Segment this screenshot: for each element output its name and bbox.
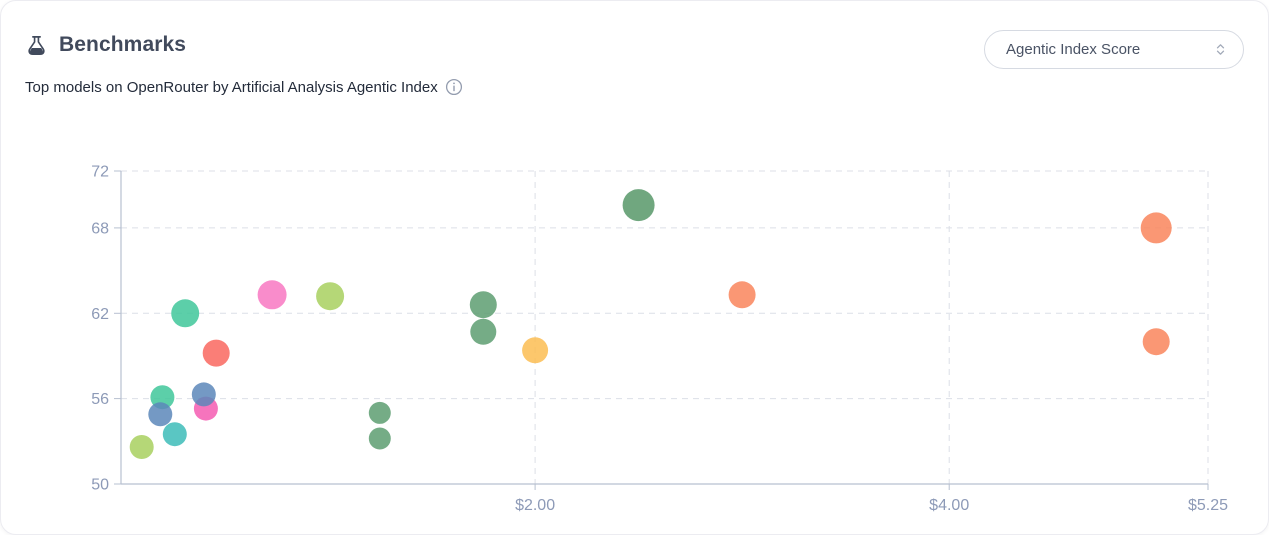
y-tick-label: 62 [91,306,109,323]
page-subtitle: Top models on OpenRouter by Artificial A… [25,78,438,96]
data-point[interactable] [162,422,187,447]
data-point[interactable] [728,281,756,309]
page-subtitle-row: Top models on OpenRouter by Artificial A… [25,78,463,96]
x-tick-label: $2.00 [515,497,555,514]
data-point[interactable] [148,402,173,427]
data-point[interactable] [622,189,655,222]
data-point[interactable] [1140,212,1172,244]
x-tick-label: $4.00 [929,497,969,514]
y-tick-label: 68 [91,220,109,237]
data-point[interactable] [368,427,391,450]
data-point[interactable] [202,339,230,367]
page-header: Benchmarks [25,33,186,57]
scatter-chart[interactable]: 72 68 62 56 50 $2.00 $4.00 $5.25 [1,141,1269,534]
data-point[interactable] [469,291,497,319]
data-point[interactable] [522,337,549,364]
data-point[interactable] [1142,328,1170,356]
data-point[interactable] [470,318,497,345]
metric-select[interactable]: Agentic Index Score [984,30,1244,69]
data-point[interactable] [129,435,154,459]
data-point[interactable] [191,382,216,407]
page-title: Benchmarks [59,33,187,56]
data-point[interactable] [368,401,391,424]
y-tick-label: 56 [91,391,109,408]
data-point[interactable] [316,282,345,311]
data-point[interactable] [257,280,287,310]
x-tick-label: $5.25 [1188,497,1228,514]
metric-select-value: Agentic Index Score [1006,41,1141,58]
scatter-plot[interactable]: 72 68 62 56 50 $2.00 $4.00 $5.25 [1,141,1269,534]
y-tick-label: 72 [91,164,109,181]
data-point[interactable] [171,299,200,328]
flask-icon [25,34,48,57]
y-tick-label: 50 [91,477,109,494]
chevron-up-down-icon [1212,41,1229,58]
info-icon[interactable] [445,78,463,96]
